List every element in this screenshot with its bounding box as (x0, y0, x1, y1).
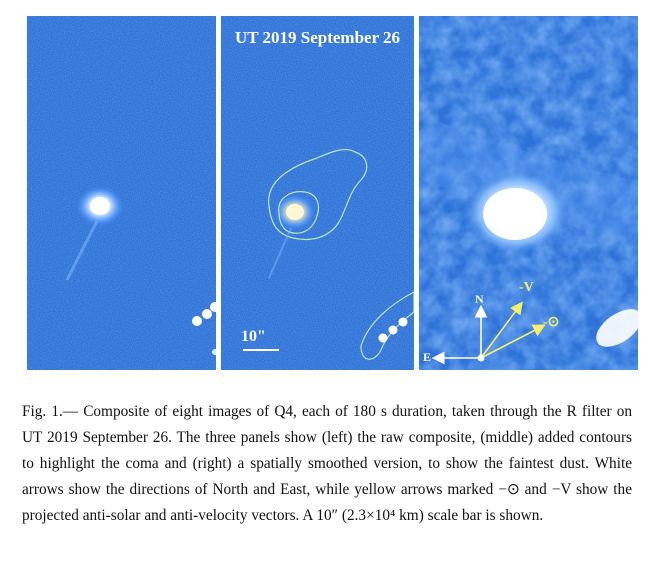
dust-tail (268, 227, 292, 279)
arrow-origin (477, 354, 485, 362)
star (212, 349, 216, 355)
contour-image (221, 16, 414, 370)
anti-solar-arrow (480, 324, 546, 359)
panel-contours: UT 2019 September 26 10" (221, 16, 414, 370)
panel-raw-composite (27, 16, 216, 370)
smoothed-image (419, 16, 638, 370)
nucleus (90, 197, 110, 215)
star-blur (596, 309, 638, 347)
star-trail (210, 302, 216, 312)
dust-tail (65, 220, 99, 281)
caption-text: Fig. 1.— Composite of eight images of Q4… (22, 403, 632, 524)
panel-divider (216, 16, 221, 370)
north-label: N (475, 292, 484, 306)
panel-smoothed: N E -V -⊙ (419, 16, 638, 370)
figure-caption: Fig. 1.— Composite of eight images of Q4… (22, 399, 632, 529)
nucleus (483, 188, 547, 240)
star-trail (192, 316, 202, 326)
anti-solar-label: -⊙ (543, 315, 560, 330)
nucleus (286, 204, 304, 220)
coma-contour-outer (268, 148, 368, 241)
panel-title: UT 2019 September 26 (234, 28, 401, 47)
anti-velocity-arrow (480, 301, 523, 359)
scale-bar-label: 10" (241, 328, 266, 345)
star-trail (388, 325, 398, 335)
figure: UT 2019 September 26 10" (27, 16, 638, 370)
coma-contour-inner (278, 191, 320, 234)
star-trail (202, 309, 212, 319)
anti-velocity-label: -V (519, 280, 534, 295)
star-trail (378, 333, 388, 343)
raw-image (27, 16, 216, 370)
star-trail (398, 317, 408, 327)
east-label: E (423, 350, 432, 364)
panel-divider (414, 16, 419, 370)
